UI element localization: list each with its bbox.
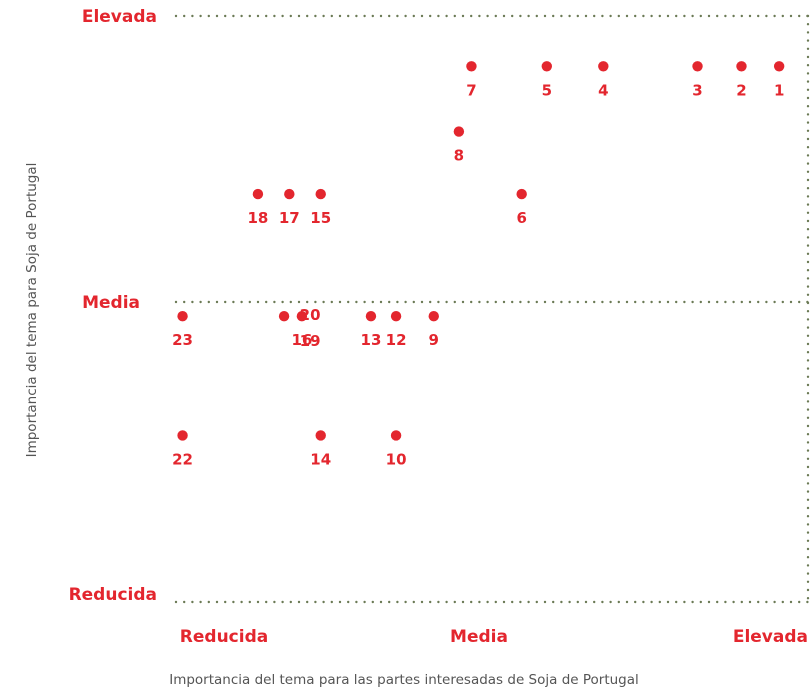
data-point-15 [315,188,326,200]
data-point-19 [278,311,290,322]
data-point-14 [315,430,326,441]
y-level-reducida: Reducida [69,585,157,605]
data-point-2 [736,61,747,72]
data-point-22 [177,430,188,441]
data-label-2: 2 [736,81,746,99]
data-point-4 [598,61,609,72]
data-label-14: 14 [310,450,331,468]
data-point-12 [390,311,402,322]
data-label-4: 4 [598,81,608,99]
data-label-12: 12 [386,331,407,349]
grid-lines [174,14,810,604]
data-point-6 [516,188,527,200]
data-label-7: 7 [466,81,476,99]
data-label-10: 10 [386,450,407,468]
data-label-17: 17 [279,209,300,227]
data-point-5 [541,61,552,72]
data-label-23: 23 [172,331,193,349]
data-point-10 [390,430,402,441]
data-label-5: 5 [542,81,552,99]
data-point-18 [252,188,264,200]
data-point-23 [177,311,188,322]
data-label-18: 18 [247,209,268,227]
data-point-17 [284,188,295,200]
data-label-8: 8 [454,147,464,165]
data-point-7 [466,61,477,72]
data-point-16 [296,311,308,322]
data-label-13: 13 [361,331,382,349]
data-point-13 [365,311,377,322]
y-level-labels: Elevada Media Reducida [69,7,157,605]
data-point-1 [773,61,785,72]
y-level-media: Media [82,293,140,313]
data-label-20: 20 [300,306,321,324]
y-level-elevada: Elevada [82,7,157,27]
data-point-3 [692,61,703,72]
data-label-9: 9 [429,331,439,349]
data-label-19: 19 [300,332,321,350]
data-label-15: 15 [310,209,331,227]
x-level-labels: Reducida Media Elevada [180,627,808,647]
x-axis-title: Importancia del tema para las partes int… [169,672,639,688]
data-label-3: 3 [692,81,702,99]
data-point-8 [453,126,465,137]
x-level-media: Media [450,627,508,647]
x-level-reducida: Reducida [180,627,268,647]
data-label-22: 22 [172,450,193,468]
data-point-9 [428,311,439,322]
x-level-elevada: Elevada [733,627,808,647]
data-label-6: 6 [516,209,526,227]
y-axis-title: Importancia del tema para Soja de Portug… [24,163,40,458]
data-label-16: 16 [291,331,312,349]
data-label-1: 1 [774,81,784,99]
